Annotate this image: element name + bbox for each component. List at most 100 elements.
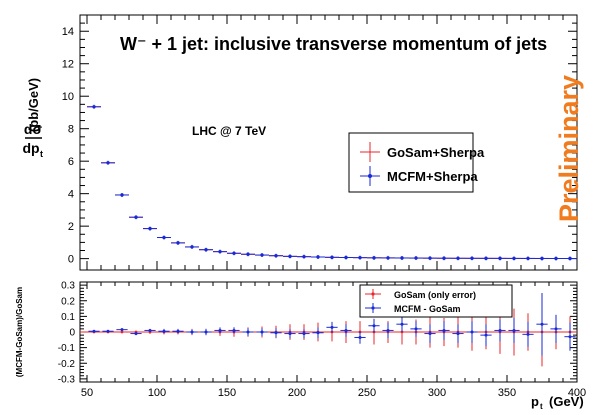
main-data-point [199,247,213,252]
main-data-point [129,215,143,220]
chart-title: W⁻ + 1 jet: inclusive transverse momentu… [120,34,547,54]
ratio-mcfm-point [326,321,338,333]
main-data-point [143,226,157,231]
x-tick-label: 100 [148,387,166,399]
main-data-point [87,104,101,109]
main-legend: GoSam+Sherpa MCFM+Sherpa [348,132,485,193]
main-data-point [311,255,325,260]
main-data-point [563,256,577,261]
ratio-mcfm-point [130,332,142,336]
ratio-mcfm-point [284,328,296,339]
x-tick-label: 300 [428,387,446,399]
ratio-y-tick-label: -0.3 [58,374,76,385]
main-data-point [507,256,521,261]
x-axis-label-text: p [531,394,539,409]
x-tick-label: 400 [568,387,586,399]
ratio-mcfm-point [396,316,408,332]
main-y-label-subscript: t [40,149,43,159]
main-data-point [353,255,367,260]
main-data-point [101,160,115,165]
ratio-mcfm-point [172,328,184,334]
main-data-point [549,256,563,261]
ratio-legend-box [359,284,513,318]
ratio-y-tick-label: 0.2 [61,296,75,307]
ratio-mcfm-point [144,328,156,332]
main-data-point [227,251,241,256]
main-y-tick-label: 0 [68,254,74,266]
main-data-point [241,252,255,257]
main-plot-frame [79,14,578,271]
x-tick-label: 50 [81,387,93,399]
main-data-point [409,256,423,261]
main-y-tick-label: 12 [62,59,74,71]
ratio-mcfm-point [550,314,562,343]
ratio-mcfm-point [564,322,576,351]
main-y-tick-label: 14 [62,26,74,38]
legend-marker-gosam-sherpa [360,142,380,162]
ratio-mcfm-point [228,327,240,334]
ratio-mcfm-point [242,328,254,336]
legend-marker-gosam-only-error [365,289,381,299]
ratio-legend: GoSam (only error) MCFM - GoSam [359,284,513,318]
main-y-label-numerator: dσ [24,121,43,137]
ratio-y-tick-label: -0.1 [58,343,76,354]
ratio-mcfm-point [116,328,128,332]
main-data-point [493,256,507,261]
main-y-tick-label: 10 [62,91,74,103]
main-data-point [325,255,339,260]
main-y-tick-label: 6 [68,156,74,168]
ratio-mcfm-point [480,324,492,347]
legend-label-mcfm-sherpa: MCFM+Sherpa [387,169,478,184]
ratio-mcfm-point [410,321,422,337]
legend-label-mcfm-minus-gosam: MCFM - GoSam [394,304,461,314]
ratio-mcfm-point [354,331,366,344]
ratio-mcfm-point [158,328,170,334]
lhc-annotation: LHC @ 7 TeV [192,124,266,138]
legend-label-gosam-sherpa: GoSam+Sherpa [387,145,485,160]
ratio-mcfm-point [88,329,100,333]
main-data-point [437,256,451,261]
ratio-y-tick-label: 0 [69,328,75,339]
ratio-mcfm-point [270,328,282,338]
main-y-tick-label: 8 [68,124,74,136]
ratio-mcfm-point [368,318,380,333]
ratio-mcfm-point [438,321,450,340]
ratio-mcfm-point [466,321,478,343]
main-data-point [255,253,269,258]
main-data-point [479,256,493,261]
ratio-mcfm-point [522,321,534,347]
main-y-tick-label: 2 [68,221,74,233]
x-tick-label: 250 [358,387,376,399]
legend-label-gosam-only-error: GoSam (only error) [394,290,476,300]
main-data-point [213,249,227,254]
ratio-mcfm-point [452,324,464,343]
main-y-tick-label: 4 [68,189,74,201]
main-data-point [157,235,171,240]
main-y-label: dσ dp t (pb/GeV) [22,78,43,159]
ratio-mcfm-point [256,328,268,336]
ratio-mcfm-point [298,328,310,339]
ratio-y-label: (MCFM-GoSam)/GoSam [15,287,24,377]
ratio-mcfm-point [340,324,352,337]
main-y-label-denominator: dp [22,140,39,156]
main-data-point [171,240,185,245]
main-data-point [185,244,199,249]
x-axis-label-unit: (GeV) [549,394,584,409]
x-tick-label: 350 [498,387,516,399]
ratio-mcfm-point [214,327,226,334]
main-data-point [339,255,353,260]
main-y-label-unit: (pb/GeV) [26,78,41,132]
main-data-point [423,256,437,261]
main-data-point [367,255,381,260]
ratio-mcfm-point [424,324,436,343]
main-data-point [465,256,479,261]
legend-marker-mcfm-minus-gosam [365,303,381,313]
main-data-point [521,256,535,261]
ratio-y-tick-label: 0.1 [61,312,75,323]
main-data-point [381,255,395,260]
main-data-point [297,254,311,259]
ratio-y-tick-label: -0.2 [58,359,76,370]
main-data-point [269,253,283,258]
main-data-point [395,255,409,260]
